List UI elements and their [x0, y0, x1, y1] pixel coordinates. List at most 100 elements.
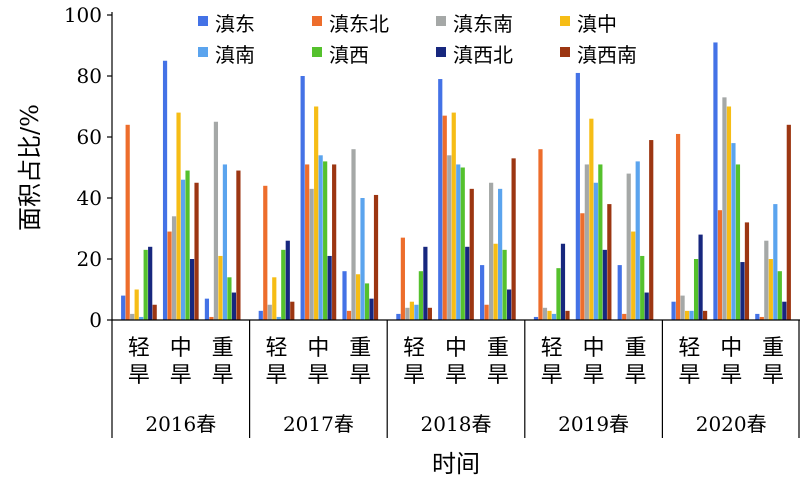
- category-label: 中: [170, 336, 192, 361]
- category-label: 旱: [212, 363, 234, 388]
- bar: [171, 216, 177, 320]
- bar: [744, 222, 750, 320]
- bar: [162, 60, 168, 320]
- bar: [480, 265, 485, 320]
- bar: [346, 310, 352, 320]
- bar: [644, 292, 649, 320]
- bar: [565, 310, 570, 320]
- bar: [693, 259, 699, 320]
- bar: [218, 255, 223, 320]
- bar: [185, 170, 190, 320]
- bar: [227, 277, 232, 320]
- bar: [143, 249, 148, 320]
- labels-layer: 020406080100轻旱中旱重旱2016春轻旱中旱重旱2017春轻旱中旱重旱…: [16, 3, 784, 478]
- bars-layer: [121, 42, 791, 321]
- bar: [777, 271, 782, 320]
- bar: [360, 198, 365, 320]
- category-label: 中: [307, 336, 329, 361]
- bar: [589, 118, 594, 320]
- bar: [493, 243, 498, 320]
- x-axis-title: 时间: [432, 450, 480, 478]
- bar: [484, 304, 489, 320]
- group-label: 2016春: [145, 412, 216, 436]
- bar: [542, 307, 548, 320]
- bar: [272, 277, 277, 320]
- bar: [498, 188, 503, 320]
- bar: [442, 115, 447, 321]
- bar: [551, 313, 557, 320]
- bar: [152, 304, 157, 320]
- bar: [213, 121, 219, 320]
- bar: [134, 289, 139, 320]
- bar: [285, 240, 290, 320]
- category-label: 旱: [266, 363, 288, 388]
- bar: [314, 106, 319, 320]
- bar: [602, 249, 607, 320]
- bar: [176, 112, 181, 320]
- bar: [713, 42, 718, 320]
- legend-label: 滇西: [329, 43, 369, 67]
- y-tick-label: 40: [77, 186, 102, 210]
- bar: [121, 295, 126, 320]
- bar: [290, 301, 295, 320]
- bar: [276, 316, 281, 320]
- legend-swatch: [560, 47, 570, 57]
- category-label: 轻: [266, 336, 288, 361]
- bar: [167, 231, 172, 320]
- category-label: 重: [624, 336, 646, 361]
- bar: [405, 307, 410, 320]
- bar: [511, 158, 516, 320]
- bar: [731, 143, 736, 320]
- bar: [773, 204, 778, 320]
- bar: [369, 298, 374, 320]
- bar: [231, 292, 237, 320]
- bar: [465, 246, 470, 320]
- bar: [649, 140, 654, 320]
- bar: [575, 72, 580, 320]
- bar: [318, 155, 323, 320]
- bar: [759, 316, 764, 320]
- group-label: 2020春: [696, 412, 767, 436]
- category-label: 中: [720, 336, 742, 361]
- category-label: 旱: [403, 363, 425, 388]
- bar: [456, 164, 461, 320]
- legend-swatch: [198, 47, 208, 57]
- bar: [305, 164, 310, 320]
- bar: [675, 133, 681, 320]
- bar: [768, 259, 773, 320]
- bar: [323, 161, 328, 320]
- legend-label: 滇西北: [453, 43, 513, 67]
- bar: [263, 185, 268, 320]
- bar: [598, 164, 603, 320]
- bar: [418, 271, 423, 320]
- y-tick-label: 80: [77, 64, 102, 88]
- bar: [209, 316, 214, 320]
- bar: [502, 249, 507, 320]
- bar: [617, 265, 622, 320]
- category-label: 重: [212, 336, 234, 361]
- bar: [222, 164, 228, 320]
- y-tick-label: 20: [77, 247, 102, 271]
- bar: [607, 204, 612, 320]
- bar: [469, 188, 474, 320]
- bar: [460, 167, 465, 320]
- group-label: 2018春: [421, 412, 492, 436]
- bar: [726, 106, 732, 320]
- bar: [782, 301, 787, 320]
- category-label: 旱: [624, 363, 646, 388]
- bar: [267, 304, 272, 320]
- category-label: 旱: [541, 363, 563, 388]
- bar: [680, 295, 685, 320]
- legend-label: 滇南: [215, 43, 255, 67]
- category-label: 轻: [541, 336, 563, 361]
- bar: [194, 182, 199, 320]
- category-label: 旱: [349, 363, 371, 388]
- category-label: 重: [762, 336, 784, 361]
- category-label: 旱: [170, 363, 192, 388]
- y-tick-label: 0: [89, 308, 102, 332]
- category-label: 旱: [487, 363, 509, 388]
- bar: [580, 213, 585, 320]
- bar: [622, 313, 627, 320]
- category-label: 旱: [307, 363, 329, 388]
